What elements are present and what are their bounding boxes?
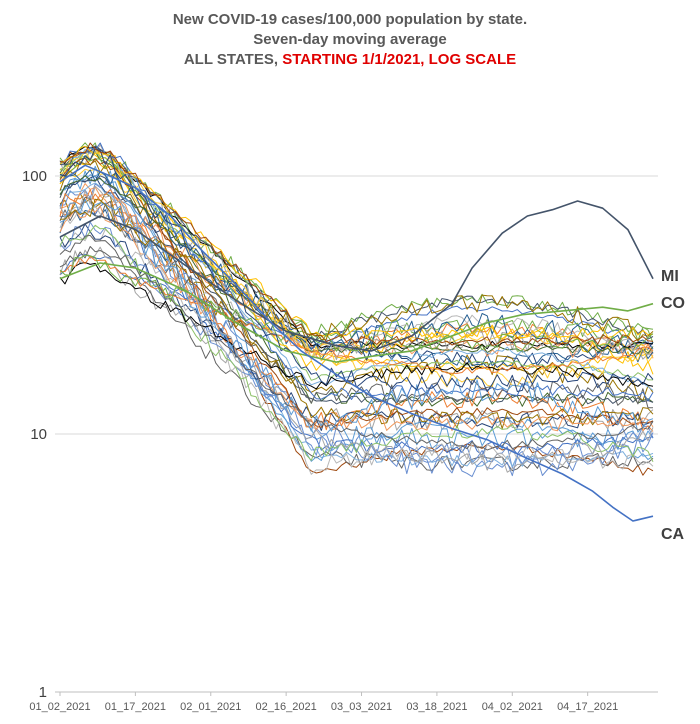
scope-highlight: STARTING 1/1/2021, LOG SCALE <box>282 51 517 68</box>
x-tick-label: 03_18_2021 <box>406 701 467 713</box>
y-tick-label: 100 <box>22 168 47 185</box>
state-series-line <box>59 253 654 350</box>
axes: 1 10 100 01_02_2021 01_17_2021 02_01_2021 02_1… <box>22 168 658 713</box>
state-series-line <box>59 229 654 361</box>
series-line-ca <box>59 164 654 522</box>
state-labels: MI CO CA <box>661 268 685 543</box>
series-line-mi <box>59 200 654 352</box>
state-series-line <box>59 142 654 346</box>
state-series-line <box>59 181 654 469</box>
state-series-line <box>59 160 654 429</box>
chart-subtitle: Seven-day moving average <box>253 31 447 48</box>
state-series-line <box>59 221 654 478</box>
x-tick-label: 04_02_2021 <box>482 701 543 713</box>
state-series-line <box>59 144 654 361</box>
state-series-line <box>59 198 654 433</box>
state-series-line <box>59 234 654 451</box>
state-series-line <box>59 157 654 338</box>
chart-title: New COVID-19 cases/100,000 population by… <box>172 11 528 28</box>
state-series-line <box>59 204 654 475</box>
x-tick-label: 02_01_2021 <box>180 701 241 713</box>
state-series-line <box>59 148 654 393</box>
state-series-line <box>59 145 654 339</box>
state-series-line <box>59 262 654 390</box>
series-lines <box>59 142 654 522</box>
state-series-line <box>59 142 654 402</box>
chart-scope-line: ALL STATES, STARTING 1/1/2021, LOG SCALE <box>0 50 700 70</box>
x-tick-label: 01_02_2021 <box>29 701 90 713</box>
series-line-co <box>59 262 654 363</box>
y-tick-label: 1 <box>39 684 47 701</box>
state-series-line <box>59 175 654 355</box>
state-series-line <box>59 175 654 405</box>
state-series-line <box>59 185 654 473</box>
state-series-line <box>59 148 654 391</box>
state-series-line <box>59 169 654 363</box>
state-label-mi: MI <box>661 268 679 285</box>
state-series-line <box>59 165 654 452</box>
x-tick-label: 03_03_2021 <box>331 701 392 713</box>
state-series-line <box>59 246 654 472</box>
state-series-line <box>59 224 654 463</box>
state-series-line <box>59 157 654 428</box>
state-series-line <box>59 254 654 352</box>
chart-title-block: New COVID-19 cases/100,000 population by… <box>0 10 700 70</box>
x-tick-label: 02_16_2021 <box>256 701 317 713</box>
state-label-ca: CA <box>661 526 685 543</box>
y-tick-label: 10 <box>30 426 47 443</box>
x-tick-label: 01_17_2021 <box>105 701 166 713</box>
scope-label: ALL STATES, <box>183 51 283 68</box>
state-series-line <box>59 209 654 367</box>
state-label-co: CO <box>661 295 685 312</box>
x-tick-label: 04_17_2021 <box>557 701 618 713</box>
